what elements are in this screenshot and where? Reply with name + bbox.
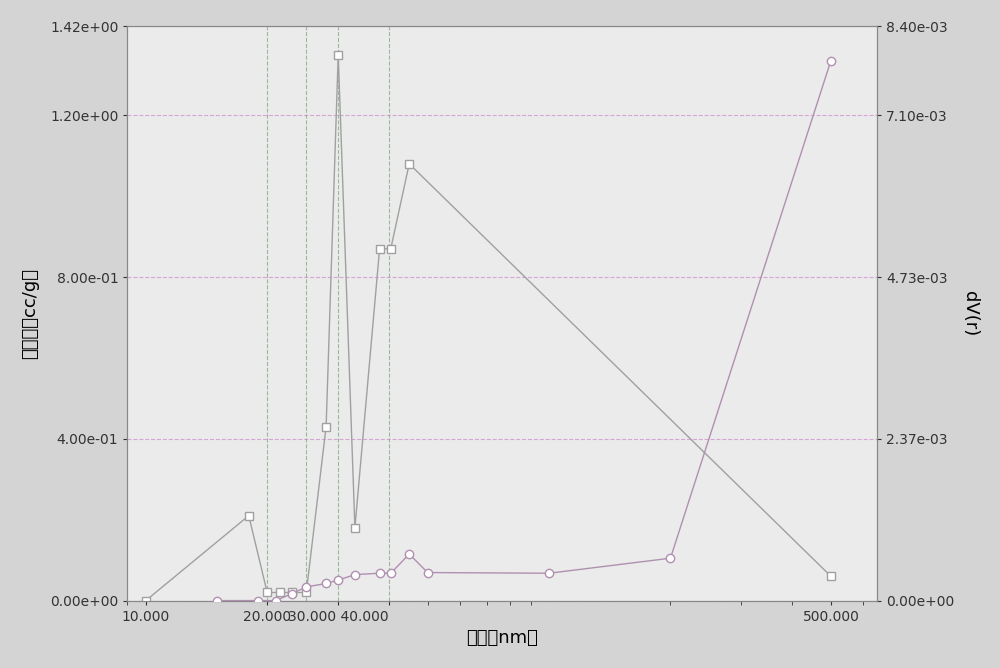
Y-axis label: dV(r): dV(r) <box>961 291 979 336</box>
X-axis label: 孔径（nm）: 孔径（nm） <box>466 629 538 647</box>
Y-axis label: 孔体积（cc/g）: 孔体积（cc/g） <box>21 268 39 359</box>
